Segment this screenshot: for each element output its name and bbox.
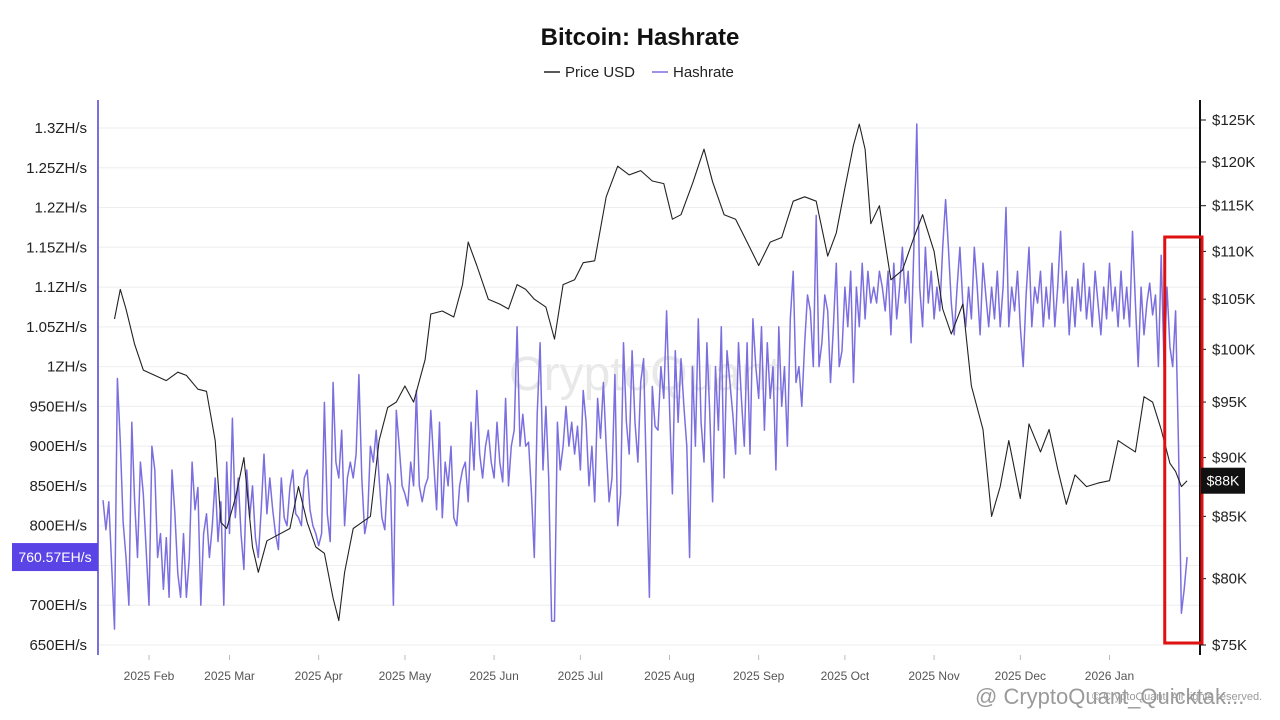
footer-copyright: © CryptoQuant. All rights reserved. bbox=[1092, 691, 1262, 703]
right-axis-ticks: $75K $80K $85K $90K $95K $100K $105K $110K $115K… bbox=[1200, 112, 1255, 654]
x-tick-label: 2025 Sep bbox=[733, 669, 785, 683]
chart-title: Bitcoin: Hashrate bbox=[541, 24, 740, 51]
footer-handle: @ CryptoQuant_Quicktak... bbox=[975, 684, 1244, 709]
left-tick-label: 1.2ZH/s bbox=[34, 200, 87, 217]
left-tick-label: 1.25ZH/s bbox=[26, 160, 87, 177]
right-current-badge-bg bbox=[1201, 467, 1245, 494]
right-tick-label: $80K bbox=[1212, 571, 1247, 588]
right-tick-label: $100K bbox=[1212, 341, 1255, 358]
left-tick-label: 950EH/s bbox=[29, 398, 87, 415]
right-tick-label: $125K bbox=[1212, 112, 1255, 129]
left-tick-label: 650EH/s bbox=[29, 637, 87, 654]
left-tick-label: 800EH/s bbox=[29, 518, 87, 535]
left-tick-label: 1ZH/s bbox=[47, 359, 87, 376]
legend: Price USD Hashrate bbox=[544, 64, 734, 81]
x-tick-label: 2025 Nov bbox=[908, 669, 959, 683]
legend-item-price[interactable]: Price USD bbox=[544, 64, 635, 81]
left-tick-label: 1.3ZH/s bbox=[34, 120, 87, 137]
x-tick-label: 2025 Jul bbox=[558, 669, 603, 683]
price-series-line bbox=[113, 123, 1188, 622]
right-tick-label: $105K bbox=[1212, 291, 1255, 308]
right-tick-label: $75K bbox=[1212, 637, 1247, 654]
right-tick-label: $120K bbox=[1212, 154, 1255, 171]
x-tick-label: 2025 Aug bbox=[644, 669, 695, 683]
right-tick-label: $95K bbox=[1212, 394, 1247, 411]
x-tick-label: 2025 Dec bbox=[995, 669, 1046, 683]
x-tick-label: 2025 Mar bbox=[204, 669, 255, 683]
right-current-badge: $88K bbox=[1201, 467, 1245, 494]
x-tick-label: 2025 Apr bbox=[295, 669, 343, 683]
legend-item-hashrate[interactable]: Hashrate bbox=[652, 64, 734, 81]
left-axis-ticks: 650EH/s 700EH/s 800EH/s 850EH/s 900EH/s 950EH… bbox=[26, 120, 87, 654]
gridlines bbox=[98, 127, 1200, 646]
left-tick-label: 1.15ZH/s bbox=[26, 239, 87, 256]
left-tick-label: 700EH/s bbox=[29, 597, 87, 614]
left-tick-label: 1.05ZH/s bbox=[26, 319, 87, 336]
right-tick-label: $115K bbox=[1212, 198, 1254, 215]
x-tick-label: 2026 Jan bbox=[1085, 669, 1134, 683]
x-tick-label: 2025 May bbox=[379, 669, 432, 683]
right-tick-label: $110K bbox=[1212, 243, 1254, 260]
footer: © CryptoQuant. All rights reserved. @ Cr… bbox=[975, 684, 1262, 709]
left-tick-label: 1.1ZH/s bbox=[34, 279, 87, 296]
hashrate-series-line bbox=[102, 123, 1188, 630]
left-current-value: 760.57EH/s bbox=[18, 549, 91, 565]
x-tick-label: 2025 Jun bbox=[469, 669, 518, 683]
right-current-value: $88K bbox=[1207, 473, 1240, 489]
x-axis-ticks: 2025 Feb 2025 Mar 2025 Apr 2025 May 2025 Jun… bbox=[124, 655, 1134, 683]
left-current-badge-bg bbox=[12, 543, 98, 572]
legend-price-label: Price USD bbox=[565, 64, 635, 81]
x-tick-label: 2025 Oct bbox=[821, 669, 870, 683]
highlight-box bbox=[1163, 235, 1204, 645]
x-tick-label: 2025 Feb bbox=[124, 669, 175, 683]
left-current-badge: 760.57EH/s bbox=[12, 543, 98, 572]
legend-hashrate-label: Hashrate bbox=[673, 64, 734, 81]
left-tick-label: 900EH/s bbox=[29, 438, 87, 455]
left-tick-label: 850EH/s bbox=[29, 478, 87, 495]
right-tick-label: $90K bbox=[1212, 450, 1247, 467]
right-tick-label: $85K bbox=[1212, 508, 1247, 525]
